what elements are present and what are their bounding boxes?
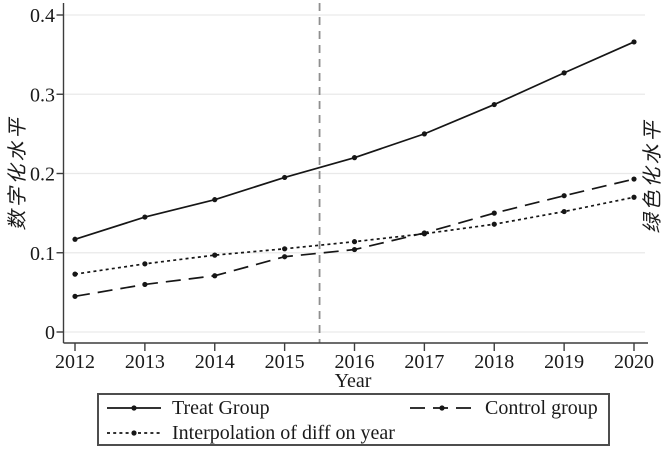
data-point-control-group-2013 <box>142 281 148 288</box>
data-point-treat-group-2018 <box>491 101 497 108</box>
data-point-treat-group-2019 <box>561 70 567 76</box>
y-tick-label-0: 0 <box>45 322 55 344</box>
data-point-treat-group-2014 <box>212 197 218 203</box>
x-axis-label: Year <box>334 370 372 392</box>
interpolation-of-diff-on-year-sample-marker <box>131 430 137 436</box>
x-tick-label-2016: 2016 <box>335 351 375 373</box>
series-line-interpolation-of-diff-on-year <box>74 196 635 275</box>
y-tick-label-0.4: 0.4 <box>30 5 55 27</box>
data-point-control-group-2015 <box>282 254 288 260</box>
control-group-sample-marker <box>439 405 445 411</box>
y-axis-label-left: 数字化水平 <box>7 115 29 231</box>
data-point-interpolation-of-diff-on-year-2014 <box>212 252 218 258</box>
data-point-treat-group-2020 <box>631 39 637 45</box>
y-axis-label-right: 绿色化水平 <box>642 118 662 234</box>
data-point-treat-group-2017 <box>421 131 427 137</box>
data-point-control-group-2014 <box>212 273 218 279</box>
series-line-control-group <box>74 178 635 298</box>
legend-label-interpolation: Interpolation of diff on year <box>172 421 395 444</box>
y-tick-label-0.3: 0.3 <box>30 84 55 106</box>
data-point-control-group-2019 <box>561 193 567 199</box>
y-tick-label-0.2: 0.2 <box>30 164 55 186</box>
data-point-interpolation-of-diff-on-year-2013 <box>142 261 148 267</box>
y-tick-label-0.1: 0.1 <box>30 243 55 265</box>
legend-item-interpolation: Interpolation of diff on year <box>107 421 395 445</box>
x-tick-label-2017: 2017 <box>404 351 444 373</box>
data-point-control-group-2012 <box>72 293 78 299</box>
data-point-interpolation-of-diff-on-year-2018 <box>491 221 497 227</box>
data-point-treat-group-2012 <box>72 236 78 242</box>
data-point-interpolation-of-diff-on-year-2020 <box>631 194 637 200</box>
legend-box: Treat Group Control group Interpolation … <box>97 393 610 446</box>
data-point-interpolation-of-diff-on-year-2012 <box>72 271 78 277</box>
treat-group-sample-marker <box>131 405 137 411</box>
data-point-interpolation-of-diff-on-year-2016 <box>351 239 358 245</box>
legend-row-1: Treat Group Control group <box>99 396 608 420</box>
legend-item-treat-group: Treat Group <box>107 396 270 420</box>
x-tick-label-2020: 2020 <box>614 351 654 373</box>
legend-label-treat-group: Treat Group <box>172 396 270 419</box>
x-tick-label-2019: 2019 <box>544 351 584 373</box>
data-point-interpolation-of-diff-on-year-2019 <box>561 208 567 215</box>
x-tick-label-2012: 2012 <box>55 351 95 373</box>
data-point-treat-group-2013 <box>142 214 148 220</box>
x-tick-label-2014: 2014 <box>195 351 235 373</box>
legend-row-2: Interpolation of diff on year <box>99 421 608 445</box>
x-tick-label-2013: 2013 <box>125 351 165 373</box>
data-point-interpolation-of-diff-on-year-2017 <box>421 231 427 237</box>
data-point-control-group-2016 <box>351 246 358 253</box>
treat-group-line-sample-icon <box>107 405 161 411</box>
data-point-control-group-2020 <box>631 176 637 182</box>
x-tick-label-2015: 2015 <box>265 351 305 373</box>
interpolation-line-sample-icon <box>107 430 161 436</box>
legend-item-control-group: Control group <box>410 396 598 420</box>
legend-label-control-group: Control group <box>485 396 598 419</box>
x-tick-label-2018: 2018 <box>474 351 514 373</box>
series-line-treat-group <box>74 41 635 241</box>
data-point-interpolation-of-diff-on-year-2015 <box>282 246 288 252</box>
control-group-line-sample-icon <box>410 405 474 411</box>
data-point-treat-group-2015 <box>282 174 288 181</box>
data-point-control-group-2018 <box>491 210 497 216</box>
data-point-treat-group-2016 <box>351 155 358 161</box>
